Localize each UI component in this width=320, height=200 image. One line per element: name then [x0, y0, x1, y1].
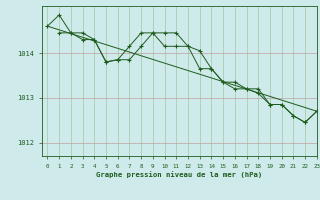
X-axis label: Graphe pression niveau de la mer (hPa): Graphe pression niveau de la mer (hPa) [96, 171, 262, 178]
